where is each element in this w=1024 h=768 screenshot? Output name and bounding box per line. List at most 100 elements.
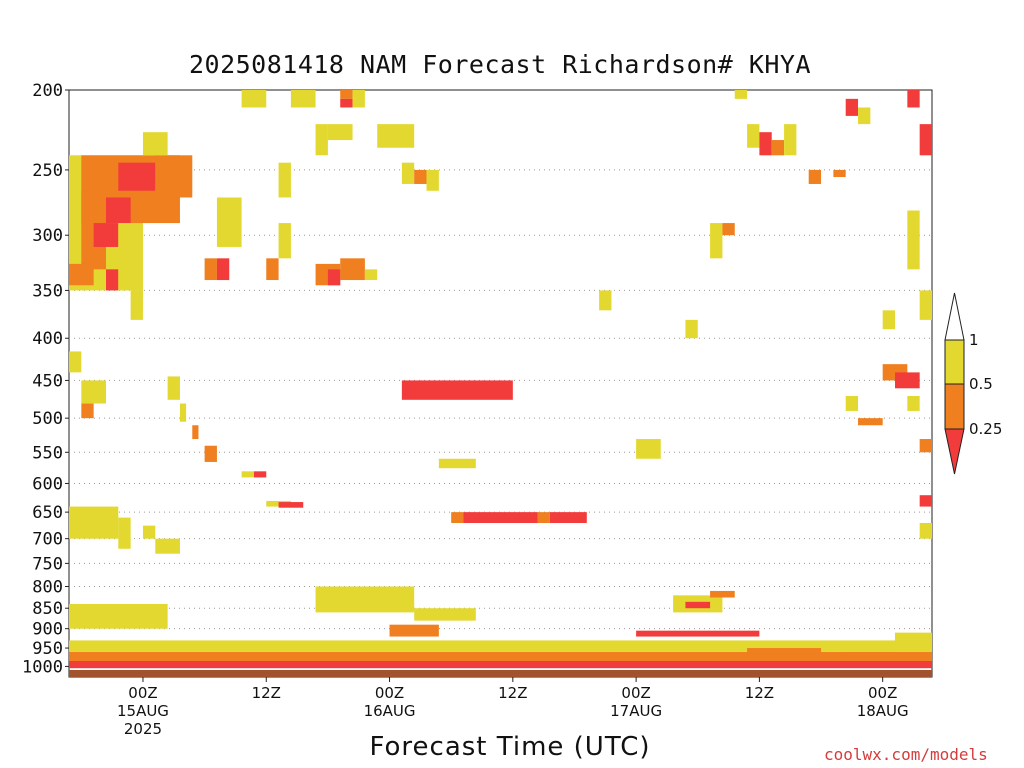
ri-cell	[833, 169, 846, 178]
legend-label: 0.25	[969, 420, 1002, 438]
ri-cell	[599, 290, 612, 311]
lowlevel-band	[685, 601, 711, 609]
ri-cell	[69, 506, 119, 539]
ri-cell	[192, 425, 199, 440]
ri-cell	[179, 403, 187, 422]
x-tick-label: 18AUG	[857, 702, 909, 720]
ri-cell	[340, 90, 353, 99]
ri-cell	[340, 98, 353, 108]
ri-cell	[426, 169, 439, 191]
x-tick-label: 00Z	[375, 684, 404, 702]
ri-cell	[759, 132, 772, 156]
ri-cell	[858, 107, 871, 125]
ri-cell	[845, 396, 859, 411]
ri-cell	[118, 223, 131, 291]
ri-cell	[216, 197, 242, 247]
ri-cell	[105, 269, 119, 291]
ri-cell	[93, 223, 119, 247]
lowlevel-band	[389, 624, 439, 637]
axes: 200 250 300 350 400 450 500 550 600 650 700 750 8008…	[22, 81, 909, 738]
legend-swatch-yellow	[944, 339, 965, 385]
ri-cell	[340, 258, 365, 281]
ri-cell	[907, 396, 920, 411]
ri-cell	[364, 269, 378, 281]
ri-cell	[241, 90, 267, 108]
ri-cell	[438, 458, 476, 469]
ri-cell	[81, 403, 94, 419]
ri-cell	[327, 269, 341, 286]
ri-cell	[537, 512, 550, 523]
ri-cell	[81, 380, 106, 404]
ri-cell	[784, 124, 797, 156]
ri-cell	[907, 210, 920, 270]
ri-cell	[155, 538, 180, 554]
y-tick-label: 800	[32, 577, 63, 597]
lowlevel-band	[710, 590, 735, 598]
chart-title: 2025081418 NAM Forecast Richardson# KHYA	[188, 50, 812, 79]
ri-cell	[253, 471, 267, 478]
ri-cell	[808, 169, 822, 184]
ri-cell	[845, 98, 859, 116]
legend-label: 0.5	[969, 375, 993, 393]
ri-cell	[315, 124, 328, 156]
ri-cell	[69, 263, 94, 286]
x-tick-label: 17AUG	[610, 702, 662, 720]
ri-cell	[882, 310, 896, 330]
y-tick-label: 750	[32, 554, 63, 574]
y-tick-label: 700	[32, 530, 63, 550]
lowlevel-band	[636, 630, 760, 637]
ri-cell	[118, 162, 156, 191]
y-tick-label: 600	[32, 474, 63, 494]
ri-cell	[142, 525, 156, 539]
ri-cell	[327, 124, 353, 141]
y-tick-label: 550	[32, 443, 63, 463]
ri-cell	[401, 162, 415, 184]
ri-cell	[771, 140, 785, 156]
y-tick-label: 1000	[22, 657, 63, 677]
ri-cell	[266, 258, 279, 281]
ri-cell	[895, 372, 920, 389]
ri-cell	[734, 90, 748, 99]
x-tick-label: 15AUG	[117, 702, 169, 720]
ri-cell	[278, 162, 291, 198]
y-tick-label: 350	[32, 281, 63, 301]
y-tick-label: 400	[32, 329, 63, 349]
ri-cell	[204, 258, 217, 281]
y-tick-label: 500	[32, 409, 63, 429]
lowlevel-band	[315, 586, 415, 613]
x-tick-label: 00Z	[868, 684, 897, 702]
x-tick-label: 12Z	[745, 684, 774, 702]
lowlevel-band	[69, 603, 168, 629]
ri-cell	[69, 351, 82, 373]
ri-cell	[747, 124, 760, 148]
ri-cell	[636, 439, 661, 459]
ri-cell	[414, 169, 427, 184]
ri-cell	[266, 500, 291, 507]
ri-cell	[919, 522, 932, 539]
x-tick-label: 12Z	[498, 684, 527, 702]
data-cells	[69, 90, 932, 677]
lowlevel-band	[895, 632, 932, 649]
ri-cell	[216, 258, 230, 281]
ri-cell	[352, 90, 365, 108]
legend: 1 0.5 0.25	[944, 292, 1002, 475]
y-tick-label: 250	[32, 161, 63, 181]
ri-cell	[919, 439, 932, 453]
ground-band	[69, 669, 932, 677]
ri-cell	[919, 124, 932, 156]
ri-cell	[278, 502, 304, 508]
ri-cell	[463, 512, 538, 523]
ri-cell	[377, 124, 415, 148]
ri-cell	[451, 512, 464, 523]
ri-cell	[118, 517, 131, 549]
x-tick-label: 2025	[124, 720, 162, 738]
source-credit: coolwx.com/models	[824, 745, 988, 764]
lowlevel-band	[414, 608, 476, 621]
legend-bottom-arrow	[944, 428, 965, 475]
lowlevel-band	[69, 661, 932, 669]
ri-cell	[907, 90, 920, 108]
x-tick-label: 00Z	[128, 684, 157, 702]
y-tick-label: 450	[32, 371, 63, 391]
x-tick-label: 12Z	[252, 684, 281, 702]
